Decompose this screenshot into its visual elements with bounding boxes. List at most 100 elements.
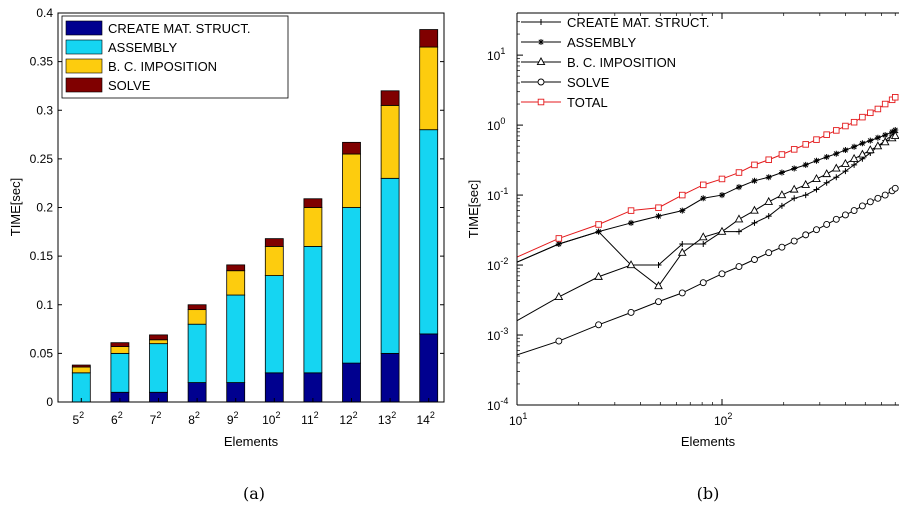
- point: [698, 232, 708, 241]
- bar-segment: [110, 352, 130, 393]
- point: [655, 262, 662, 269]
- legend-b: CREATE MAT. STRUCT. ASSEMBLY B. C. IMPOSIT…: [521, 15, 710, 110]
- point: [751, 177, 758, 184]
- point: [778, 202, 785, 209]
- x-tick-label: 62: [111, 410, 123, 427]
- x-tick-label: 72: [150, 410, 162, 427]
- point: [626, 260, 636, 269]
- y-tick-label: 0.25: [30, 152, 54, 166]
- point: [841, 211, 849, 219]
- legend-label: ASSEMBLY: [567, 35, 636, 50]
- point: [813, 136, 820, 143]
- point: [594, 271, 603, 280]
- point: [802, 192, 809, 199]
- x-tick-label: 142: [417, 410, 435, 427]
- series-line: [517, 131, 899, 322]
- y-axis-a: 0 0.05 0.1 0.15 0.2 0.25 0.3 0.35 0.4: [30, 6, 444, 409]
- point: [859, 113, 866, 121]
- point: [735, 263, 743, 271]
- bar-segment: [110, 346, 130, 354]
- point: [881, 191, 889, 199]
- legend-label: CREATE MAT. STRUCT.: [567, 15, 710, 30]
- point: [791, 195, 798, 202]
- y-tick-label: 10-2: [487, 256, 508, 273]
- bar-segment: [149, 334, 168, 341]
- point: [679, 191, 686, 199]
- point: [882, 132, 889, 139]
- point: [655, 213, 662, 220]
- point: [538, 39, 544, 45]
- point: [627, 207, 635, 214]
- point: [734, 214, 744, 223]
- bar-segment: [264, 275, 284, 374]
- bar-segment: [226, 270, 246, 296]
- point: [823, 154, 830, 161]
- bar-segment: [264, 238, 284, 247]
- point: [537, 78, 545, 86]
- series-line: [517, 127, 899, 263]
- point: [595, 228, 602, 235]
- point: [699, 279, 707, 287]
- point: [823, 131, 830, 138]
- line-path: [517, 187, 896, 356]
- y-tick-label: 100: [487, 116, 505, 133]
- y-tick-label: 0.4: [36, 6, 53, 20]
- point: [874, 194, 882, 202]
- legend-swatch: [65, 77, 103, 93]
- point: [858, 149, 867, 158]
- point: [778, 169, 785, 176]
- point: [823, 179, 830, 186]
- point: [790, 237, 798, 245]
- point: [822, 169, 832, 178]
- legend-label: B. C. IMPOSITION: [108, 59, 217, 74]
- bar-segment: [380, 90, 400, 106]
- point: [718, 175, 726, 183]
- bar-segment: [110, 342, 130, 347]
- bar-segment: [303, 372, 323, 403]
- x-axis-a: 52 62 72 82 92 102 112 122 132 142: [72, 398, 435, 427]
- y-tick-label: 10-3: [487, 326, 508, 343]
- point: [873, 141, 883, 150]
- caption-b: (b): [697, 484, 720, 503]
- series-line: [517, 129, 899, 269]
- bar-segment: [187, 309, 207, 325]
- x-tick-label: 102: [714, 411, 732, 428]
- bar-segment: [226, 264, 246, 272]
- point: [865, 145, 875, 154]
- point: [813, 186, 820, 193]
- bar-segment: [71, 364, 91, 368]
- point: [851, 161, 858, 168]
- point: [789, 184, 799, 193]
- bar-segment: [419, 129, 439, 335]
- point: [801, 179, 811, 188]
- point: [813, 157, 820, 164]
- point: [555, 235, 563, 242]
- bar-segment: [149, 339, 168, 345]
- point: [718, 270, 726, 278]
- point: [867, 137, 874, 144]
- bar-segment: [380, 177, 400, 354]
- point: [717, 226, 727, 235]
- legend-label: ASSEMBLY: [108, 40, 177, 55]
- point: [859, 140, 866, 147]
- point: [778, 243, 786, 251]
- point: [802, 161, 809, 168]
- y-tick-label: 0: [46, 395, 53, 409]
- point: [867, 109, 874, 117]
- y-tick-label: 0.1: [36, 298, 53, 312]
- bar-segment: [419, 333, 439, 403]
- bar-segment: [187, 304, 207, 311]
- legend-a: CREATE MAT. STRUCT. ASSEMBLY B. C. IMPOSIT…: [61, 15, 289, 99]
- x-axis-b: 101 102: [509, 13, 896, 428]
- point: [679, 240, 686, 247]
- bar-segment: [71, 366, 91, 374]
- bar-segment: [342, 141, 361, 155]
- point: [850, 118, 858, 126]
- legend-swatch: [65, 39, 103, 55]
- point: [802, 141, 809, 148]
- point: [802, 231, 810, 239]
- plot-frame-b: [516, 12, 899, 406]
- y-tick-label: 10-1: [487, 186, 508, 203]
- point: [627, 309, 635, 316]
